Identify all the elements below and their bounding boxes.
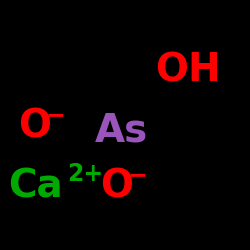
Text: −: − — [128, 163, 148, 187]
Text: O: O — [18, 108, 51, 146]
Text: As: As — [95, 112, 148, 150]
Text: −: − — [46, 103, 66, 127]
Text: OH: OH — [155, 52, 221, 90]
Text: O: O — [100, 168, 133, 206]
Text: 2+: 2+ — [67, 162, 103, 186]
Text: Ca: Ca — [8, 168, 62, 206]
